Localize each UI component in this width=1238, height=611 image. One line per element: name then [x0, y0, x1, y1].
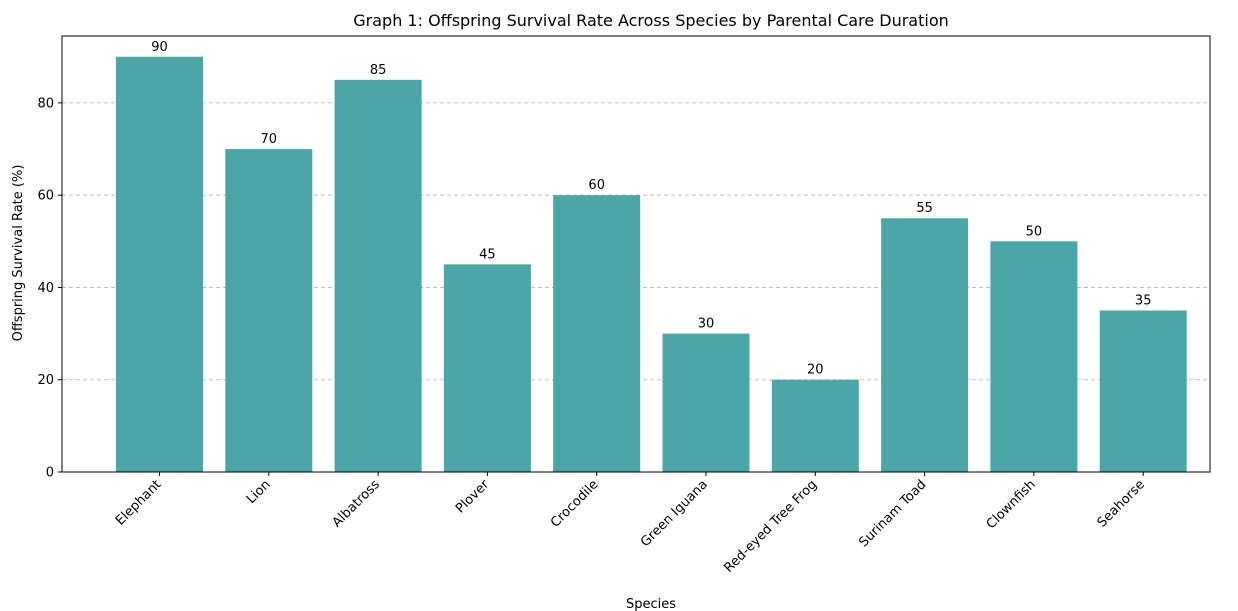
bar-value-label: 50: [1026, 224, 1043, 239]
bar: [334, 79, 422, 472]
bar-value-label: 30: [698, 317, 715, 332]
bars-layer: [116, 56, 1187, 473]
bar-value-label: 55: [916, 201, 933, 216]
bar: [225, 149, 313, 472]
x-tick-label: Surinam Toad: [856, 477, 929, 550]
bar: [990, 241, 1078, 472]
bar-value-label: 85: [370, 63, 387, 78]
bar: [881, 218, 969, 472]
y-tick-label: 20: [37, 373, 54, 388]
y-tick-label: 80: [37, 96, 54, 111]
bar-value-label: 20: [807, 363, 824, 378]
chart-title: Graph 1: Offspring Survival Rate Across …: [353, 11, 949, 30]
x-tick-label: Plover: [453, 477, 493, 517]
x-tick-label: Crocodile: [548, 477, 602, 531]
bar-value-label: 90: [151, 40, 168, 55]
x-tick-label: Red-eyed Tree Frog: [721, 477, 820, 576]
bar: [1099, 310, 1187, 472]
x-tick-label: Green Iguana: [638, 477, 711, 550]
bar: [553, 195, 641, 472]
bar-value-label: 70: [261, 132, 278, 147]
bar: [116, 56, 203, 473]
x-axis-label: Species: [626, 597, 676, 611]
plot-frame: [61, 35, 1211, 473]
bar-value-label: 60: [588, 178, 605, 193]
bar-value-label: 45: [479, 247, 496, 262]
x-tick-label: Lion: [244, 477, 274, 507]
bar: [443, 264, 531, 472]
y-tick-label: 40: [37, 281, 54, 296]
x-tick-label: Seahorse: [1095, 477, 1148, 530]
x-tick-label: Clownfish: [984, 477, 1039, 532]
x-tick-label: Albatross: [330, 477, 383, 530]
data-labels-layer: 90 70 85 45 60 30 20 55 50 35: [151, 40, 1151, 378]
y-tick-label: 0: [46, 466, 54, 481]
bar: [771, 379, 859, 472]
x-tick-label: Elephant: [113, 477, 164, 528]
bar-value-label: 35: [1135, 294, 1152, 309]
y-tick-label: 60: [37, 189, 54, 204]
y-axis-label: Offspring Survival Rate (%): [11, 165, 26, 342]
bar: [662, 333, 750, 472]
